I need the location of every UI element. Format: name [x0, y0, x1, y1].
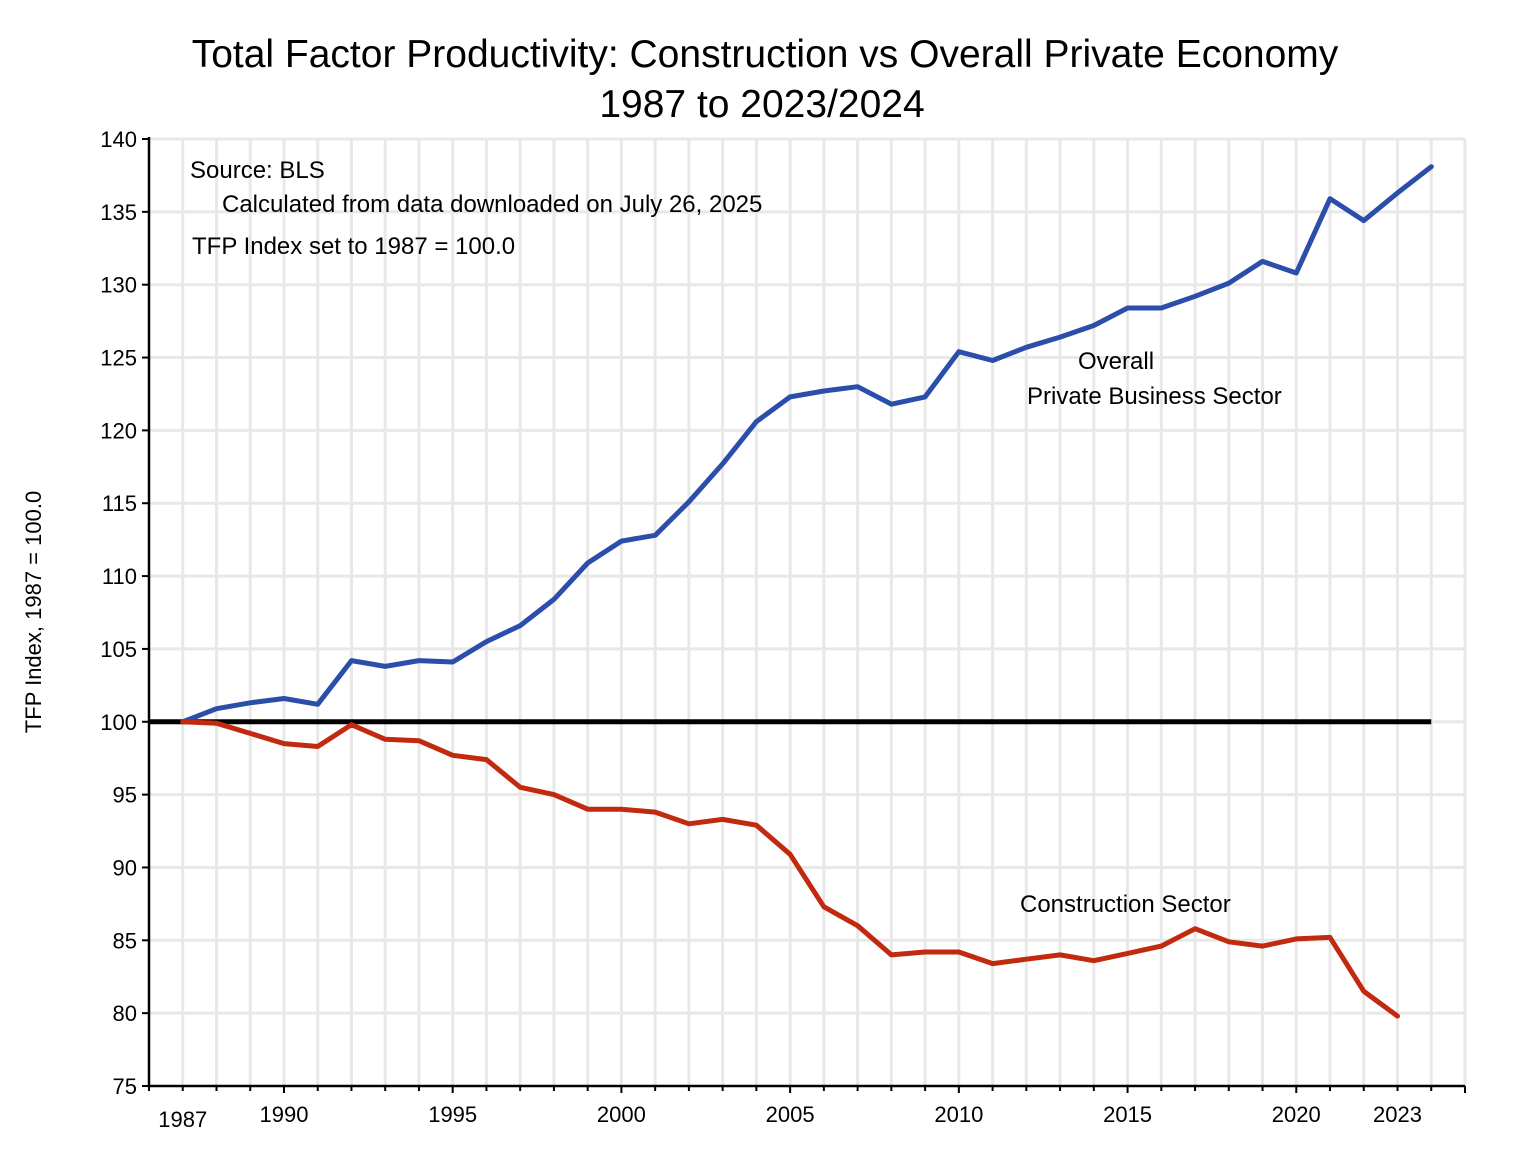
y-tick-label: 120 — [100, 418, 137, 443]
y-tick-label: 140 — [100, 127, 137, 152]
y-tick-label: 105 — [100, 637, 137, 662]
axes — [147, 137, 1465, 1088]
x-tick-label: 1987 — [158, 1107, 207, 1132]
y-tick-label: 110 — [102, 564, 137, 589]
y-tick-label: 100 — [100, 710, 137, 735]
calculation-note: Calculated from data downloaded on July … — [222, 191, 762, 218]
y-tick-label: 95 — [113, 783, 137, 808]
chart-subtitle: 1987 to 2023/2024 — [599, 83, 924, 126]
y-tick-label: 75 — [113, 1074, 137, 1099]
source-note: Source: BLS — [190, 157, 325, 184]
y-axis-title: TFP Index, 1987 = 100.0 — [21, 491, 46, 733]
y-tick-label: 85 — [113, 928, 137, 953]
x-tick-label: 2005 — [766, 1102, 815, 1127]
x-tick-label: 2010 — [934, 1102, 983, 1127]
y-tick-label: 115 — [102, 491, 137, 516]
x-ticks: 1987 1990 1995 2000 2005 2010 2015 2020 2023 — [148, 1086, 1466, 1132]
x-tick-label: 1995 — [428, 1102, 477, 1127]
y-tick-label: 135 — [100, 200, 137, 225]
y-tick-label: 80 — [113, 1001, 137, 1026]
overall-series-label-line2: Private Business Sector — [1027, 383, 1282, 410]
overall-series-label-line1: Overall — [1078, 348, 1154, 375]
y-tick-label: 90 — [113, 855, 137, 880]
x-tick-label: 2000 — [597, 1102, 646, 1127]
y-tick-label: 130 — [100, 273, 137, 298]
y-ticks: 75 80 85 90 95 100 105 110 115 120 125 130 135 140 — [100, 127, 149, 1099]
series — [149, 164, 1434, 1019]
annotations: Source: BLS Calculated from data downloa… — [190, 157, 1282, 918]
y-tick-label: 125 — [100, 346, 137, 371]
x-tick-label: 1990 — [259, 1102, 308, 1127]
series-line-overall-private-business — [180, 164, 1434, 725]
x-tick-label: 2023 — [1373, 1102, 1422, 1127]
construction-series-label: Construction Sector — [1020, 891, 1231, 918]
x-tick-label: 2015 — [1103, 1102, 1152, 1127]
x-tick-label: 2020 — [1272, 1102, 1321, 1127]
index-note: TFP Index set to 1987 = 100.0 — [192, 233, 515, 260]
chart-title: Total Factor Productivity: Construction … — [192, 33, 1339, 76]
gridlines — [149, 137, 1467, 1086]
